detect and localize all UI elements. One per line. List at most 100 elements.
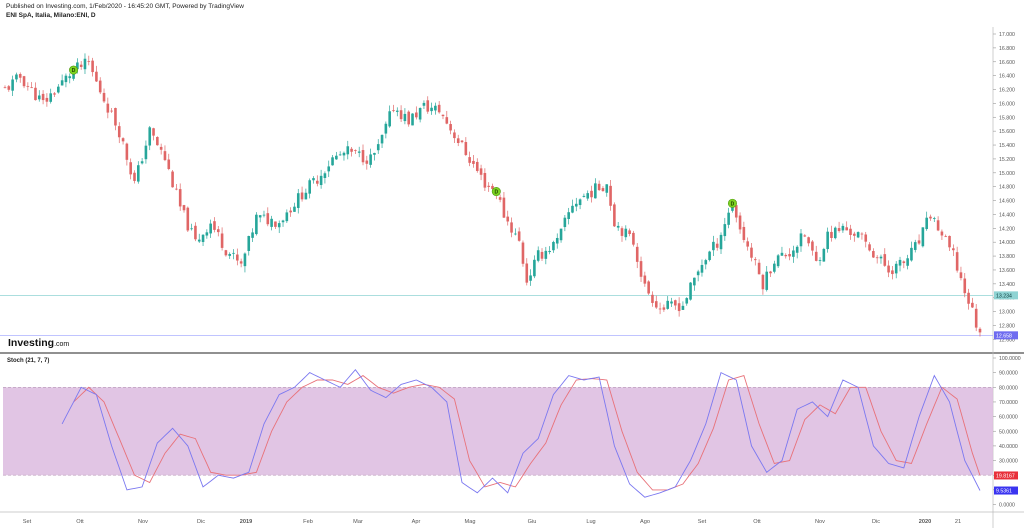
candle-body	[738, 215, 742, 230]
candle-body	[319, 175, 323, 186]
candle-body	[670, 301, 673, 304]
candle-body	[434, 105, 437, 111]
candle-body	[137, 165, 140, 182]
candle-body	[696, 271, 700, 276]
candle-body	[864, 234, 868, 242]
candle-body	[632, 232, 635, 245]
candle-body	[178, 189, 182, 207]
stoch-k-line	[61, 368, 981, 498]
candle-body	[536, 250, 540, 261]
candle-body	[514, 233, 517, 235]
symbol-title: ENI SpA, Italia, Milano:ENI, D	[6, 12, 96, 19]
candle-body	[525, 263, 529, 283]
candle-body	[426, 100, 430, 112]
candle-body	[380, 134, 384, 144]
investing-logo: Investing.com	[8, 337, 69, 349]
candle-body	[18, 74, 22, 78]
candle-body	[788, 254, 791, 257]
candle-body	[449, 124, 452, 131]
candle-body	[506, 216, 510, 222]
candle-body	[936, 220, 940, 231]
candle-body	[110, 110, 113, 112]
candle-body	[236, 254, 239, 261]
candle-body	[376, 144, 380, 151]
candle-body	[167, 159, 171, 169]
candle-body	[106, 103, 110, 113]
candle-body	[201, 234, 205, 243]
candle-body	[255, 214, 258, 235]
candle-body	[30, 87, 33, 89]
candle-body	[620, 228, 624, 236]
candle-body	[594, 183, 597, 199]
candle-body	[944, 236, 948, 238]
candle-body	[574, 203, 578, 207]
candle-body	[224, 250, 228, 256]
candle-body	[350, 148, 353, 152]
candle-body	[578, 199, 582, 206]
candle-body	[498, 197, 502, 200]
candle-body	[643, 275, 647, 284]
candle-body	[727, 212, 730, 225]
candle-body	[491, 185, 494, 189]
candle-body	[959, 272, 963, 279]
stoch-d-line	[73, 375, 981, 491]
candle-body	[548, 250, 551, 253]
candle-body	[76, 62, 79, 70]
candle-body	[837, 228, 841, 232]
candle-body	[228, 254, 232, 256]
candle-body	[510, 222, 513, 233]
candle-body	[11, 79, 14, 91]
candle-body	[677, 303, 681, 312]
candle-body	[239, 261, 243, 264]
price-tick-label: 14.400	[999, 212, 1015, 218]
candle-body	[304, 192, 308, 200]
price-tick-label: 16.800	[999, 46, 1015, 52]
price-panel: D D D	[0, 53, 993, 337]
candle-body	[464, 142, 468, 155]
stoch-tick-label: 30.0000	[999, 459, 1018, 465]
candle-body	[563, 217, 567, 228]
time-axis: Set Ott Nov Dic 2019 Feb Mar Apr Mag Giu Lug Ago Set…	[23, 519, 961, 525]
candle-body	[734, 205, 738, 218]
price-tick-label: 12.800	[999, 323, 1015, 329]
candle-body	[826, 231, 829, 250]
time-axis-label: Nov	[138, 519, 148, 525]
candle-body	[392, 110, 395, 112]
candle-body	[182, 205, 186, 211]
candle-body	[57, 86, 60, 93]
stoch-title: Stoch (21, 7, 7)	[7, 358, 49, 364]
candle-body	[163, 151, 167, 161]
candle-body	[312, 178, 315, 181]
stoch-tick-label: 70.0000	[999, 400, 1018, 406]
candle-body	[468, 157, 471, 163]
candle-body	[853, 233, 856, 236]
price-tag-last-bg	[994, 331, 1018, 340]
candle-body	[430, 107, 433, 112]
price-tick-label: 15.800	[999, 115, 1015, 121]
candle-body	[971, 302, 974, 308]
price-axis: 17.000 16.800 16.600 16.400 16.200 16.000 15.8…	[993, 32, 1018, 343]
candle-body	[125, 143, 129, 160]
candle-body	[967, 292, 970, 304]
candle-body	[403, 113, 407, 122]
candle-body	[529, 275, 532, 281]
candle-body	[666, 300, 669, 309]
candle-body	[7, 86, 11, 90]
candle-body	[948, 235, 951, 248]
time-axis-label: Dic	[197, 519, 205, 525]
candle-body	[388, 111, 391, 127]
time-axis-label: Lug	[586, 519, 595, 525]
candle-body	[258, 215, 262, 218]
candle-body	[582, 195, 586, 197]
candle-body	[795, 246, 799, 253]
candle-body	[746, 241, 749, 247]
dividend-marker	[69, 65, 79, 75]
candle-body	[87, 61, 91, 62]
candle-body	[209, 223, 212, 234]
candle-body	[784, 254, 788, 257]
candle-body	[955, 252, 959, 271]
candle-body	[445, 117, 449, 124]
candle-body	[346, 146, 350, 155]
candle-body	[700, 264, 704, 273]
